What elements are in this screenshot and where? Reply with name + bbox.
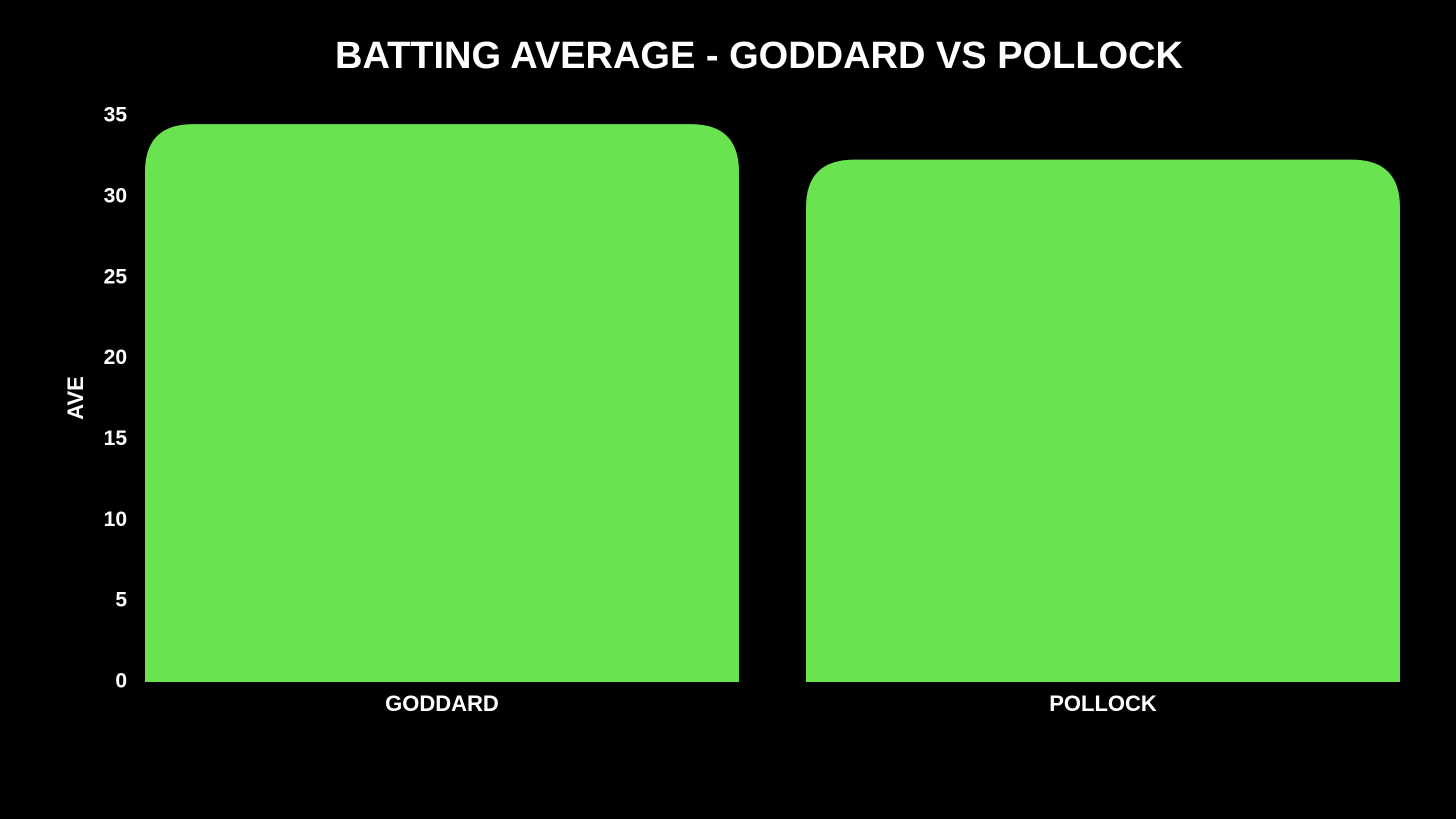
y-tick-label: 0 [115, 670, 127, 693]
y-tick-label: 10 [104, 508, 127, 531]
y-tick-label: 20 [104, 346, 127, 369]
y-tick-label: 30 [104, 184, 127, 207]
y-tick-label: 15 [104, 427, 128, 450]
chart-title: BATTING AVERAGE - GODDARD VS POLLOCK [335, 35, 1184, 77]
y-axis-label: AVE [63, 376, 88, 420]
y-tick-label: 35 [104, 104, 128, 127]
y-tick-label: 25 [104, 265, 128, 288]
bar [145, 124, 739, 683]
x-tick-label: POLLOCK [1049, 691, 1157, 716]
bar [806, 159, 1400, 683]
x-tick-label: GODDARD [385, 691, 499, 716]
y-tick-label: 5 [115, 589, 127, 612]
